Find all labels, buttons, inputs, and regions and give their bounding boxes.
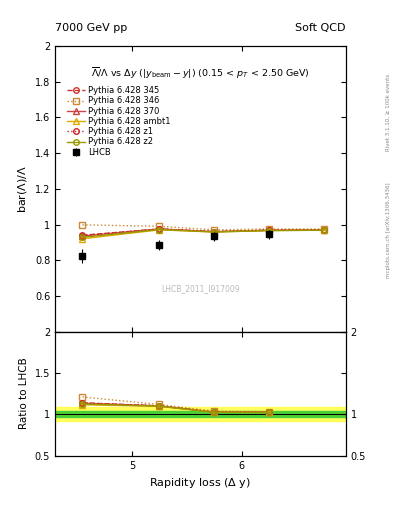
Pythia 6.428 ambt1 [80,236,85,242]
Pythia 6.428 346 [267,226,272,232]
Pythia 6.428 ambt1 [321,227,326,233]
Pythia 6.428 z1 [321,227,326,233]
Pythia 6.428 345 [80,232,85,238]
X-axis label: Rapidity loss ($\Delta$ y): Rapidity loss ($\Delta$ y) [149,476,252,490]
Y-axis label: bar($\Lambda$)/$\Lambda$: bar($\Lambda$)/$\Lambda$ [16,165,29,213]
Pythia 6.428 346 [157,223,162,229]
Legend: Pythia 6.428 345, Pythia 6.428 346, Pythia 6.428 370, Pythia 6.428 ambt1, Pythia: Pythia 6.428 345, Pythia 6.428 346, Pyth… [65,84,173,158]
Pythia 6.428 346 [212,227,217,233]
Pythia 6.428 z2 [321,227,326,233]
Pythia 6.428 ambt1 [267,227,272,233]
Text: 7000 GeV pp: 7000 GeV pp [55,23,127,33]
Pythia 6.428 z2 [157,226,162,232]
Line: Pythia 6.428 370: Pythia 6.428 370 [80,226,327,239]
Pythia 6.428 345 [267,227,272,233]
Pythia 6.428 z2 [267,227,272,233]
Pythia 6.428 346 [80,222,85,228]
Text: $\overline{\Lambda}/\Lambda$ vs $\Delta y$ ($|y_{\rm beam}-y|$) (0.15 < $p_T$ < : $\overline{\Lambda}/\Lambda$ vs $\Delta … [91,66,310,81]
Pythia 6.428 z1 [267,227,272,233]
Text: Soft QCD: Soft QCD [296,23,346,33]
Pythia 6.428 345 [157,226,162,232]
Line: Pythia 6.428 ambt1: Pythia 6.428 ambt1 [80,227,327,242]
Pythia 6.428 z1 [80,232,85,239]
Pythia 6.428 370 [80,233,85,239]
Line: Pythia 6.428 345: Pythia 6.428 345 [80,226,327,238]
Pythia 6.428 z2 [80,234,85,241]
Pythia 6.428 345 [321,227,326,233]
Pythia 6.428 370 [212,228,217,234]
Pythia 6.428 370 [321,227,326,233]
Y-axis label: Ratio to LHCB: Ratio to LHCB [19,358,29,430]
Line: Pythia 6.428 346: Pythia 6.428 346 [80,222,327,232]
Line: Pythia 6.428 z1: Pythia 6.428 z1 [80,226,327,239]
Pythia 6.428 345 [212,228,217,234]
Pythia 6.428 346 [321,226,326,232]
Text: Rivet 3.1.10, ≥ 100k events: Rivet 3.1.10, ≥ 100k events [386,74,391,151]
Pythia 6.428 z1 [157,226,162,232]
Text: mcplots.cern.ch [arXiv:1306.3436]: mcplots.cern.ch [arXiv:1306.3436] [386,183,391,278]
Pythia 6.428 z1 [212,228,217,234]
Pythia 6.428 ambt1 [157,227,162,233]
Pythia 6.428 370 [157,226,162,232]
Line: Pythia 6.428 z2: Pythia 6.428 z2 [80,227,327,240]
Pythia 6.428 z2 [212,229,217,235]
Text: LHCB_2011_I917009: LHCB_2011_I917009 [161,284,240,293]
Pythia 6.428 370 [267,227,272,233]
Pythia 6.428 ambt1 [212,229,217,235]
